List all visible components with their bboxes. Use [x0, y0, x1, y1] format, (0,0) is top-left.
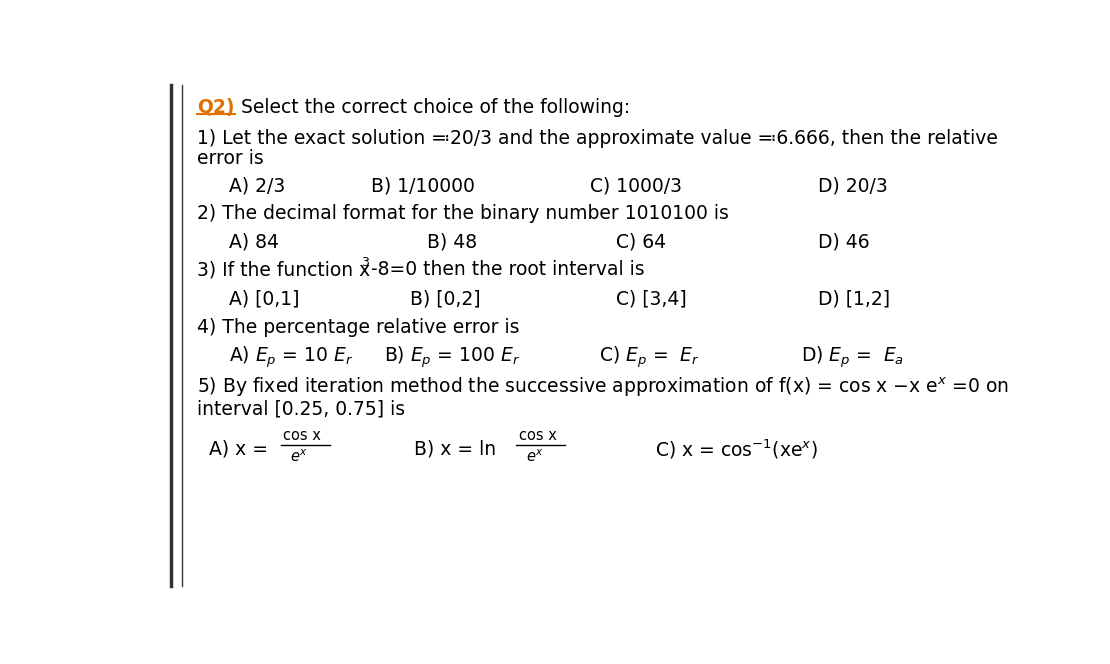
Text: A) x =: A) x =	[210, 440, 269, 458]
Text: D) 20/3: D) 20/3	[818, 176, 888, 195]
Text: $e^x$: $e^x$	[526, 448, 544, 465]
Text: 4) The percentage relative error is: 4) The percentage relative error is	[198, 318, 519, 337]
Text: A) 84: A) 84	[229, 232, 279, 251]
Text: cos x: cos x	[283, 428, 321, 442]
Text: interval [0.25, 0.75] is: interval [0.25, 0.75] is	[198, 400, 405, 419]
Text: A) [0,1]: A) [0,1]	[229, 289, 300, 308]
Text: B) 1/10000: B) 1/10000	[371, 176, 475, 195]
Text: Q2): Q2)	[198, 98, 234, 118]
Text: $e^x$: $e^x$	[290, 448, 309, 465]
Text: A) $E_p$ = 10 $E_r$: A) $E_p$ = 10 $E_r$	[229, 345, 353, 370]
Text: C) 64: C) 64	[616, 232, 666, 251]
Text: 1) Let the exact solution ≕20/3 and the approximate value ≕6.666, then the relat: 1) Let the exact solution ≕20/3 and the …	[198, 129, 998, 148]
Text: C) x = cos$^{-1}$(xe$^x$): C) x = cos$^{-1}$(xe$^x$)	[655, 437, 818, 461]
Text: error is: error is	[198, 149, 264, 169]
Text: A) 2/3: A) 2/3	[229, 176, 285, 195]
Text: cos x: cos x	[519, 428, 557, 442]
Text: Select the correct choice of the following:: Select the correct choice of the followi…	[235, 98, 630, 118]
Text: 3: 3	[361, 256, 369, 269]
Text: C) $E_p$ =  $E_r$: C) $E_p$ = $E_r$	[599, 345, 699, 370]
Text: -8=0 then the root interval is: -8=0 then the root interval is	[371, 260, 645, 280]
Text: 2) The decimal format for the binary number 1010100 is: 2) The decimal format for the binary num…	[198, 204, 729, 223]
Text: C) [3,4]: C) [3,4]	[616, 289, 687, 308]
Text: 5) By fixed iteration method the successive approximation of f(x) = cos x $-$x e: 5) By fixed iteration method the success…	[198, 376, 1009, 399]
Text: B) x = ln: B) x = ln	[414, 440, 496, 458]
Text: B) 48: B) 48	[427, 232, 477, 251]
Text: C) 1000/3: C) 1000/3	[591, 176, 683, 195]
Text: 3) If the function x: 3) If the function x	[198, 260, 371, 280]
Text: B) $E_p$ = 100 $E_r$: B) $E_p$ = 100 $E_r$	[384, 345, 521, 370]
Text: B) [0,2]: B) [0,2]	[410, 289, 481, 308]
Text: D) $E_p$ =  $E_a$: D) $E_p$ = $E_a$	[801, 345, 905, 370]
Text: D) 46: D) 46	[818, 232, 870, 251]
Text: D) [1,2]: D) [1,2]	[818, 289, 890, 308]
